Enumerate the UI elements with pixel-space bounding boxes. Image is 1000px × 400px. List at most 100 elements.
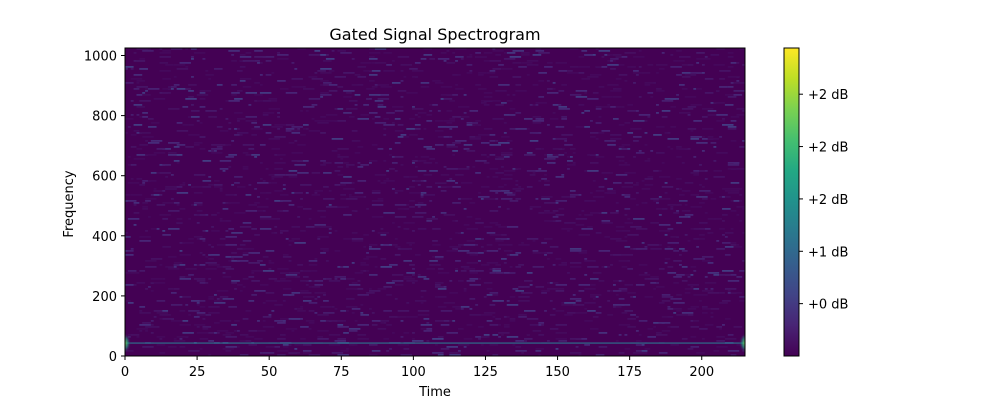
heatmap-cell: [213, 300, 223, 302]
heatmap-cell: [420, 194, 424, 196]
heatmap-cell: [308, 302, 318, 304]
heatmap-cell: [601, 56, 605, 58]
heatmap-cell: [621, 312, 628, 314]
heatmap-cell: [314, 72, 318, 74]
heatmap-cell: [354, 94, 361, 96]
heatmap-cell: [690, 306, 700, 308]
heatmap-cell: [251, 128, 263, 130]
heatmap-cell: [670, 54, 674, 56]
heatmap-cell: [282, 254, 289, 256]
heatmap-cell: [208, 306, 220, 308]
heatmap-cell: [173, 338, 177, 340]
heatmap-cell: [191, 104, 194, 106]
heatmap-cell: [526, 60, 539, 62]
heatmap-cell: [452, 306, 464, 308]
heatmap-cell: [532, 250, 539, 252]
heatmap-cell: [127, 250, 134, 252]
heatmap-cell: [486, 156, 490, 158]
colorbar-tick-label: +2 dB: [808, 88, 848, 103]
heatmap-cell: [156, 204, 166, 206]
heatmap-cell: [199, 122, 203, 124]
heatmap-cell: [529, 284, 533, 286]
heatmap-cell: [239, 78, 252, 80]
heatmap-cell: [147, 126, 157, 128]
heatmap-cell: [133, 158, 146, 160]
heatmap-cell: [475, 336, 487, 338]
heatmap-cell: [615, 88, 622, 90]
heatmap-cell: [555, 258, 562, 260]
heatmap-cell: [211, 152, 223, 154]
heatmap-cell: [406, 92, 418, 94]
heatmap-cell: [701, 128, 714, 130]
heatmap-cell: [578, 104, 585, 106]
heatmap-cell: [265, 60, 272, 62]
heatmap-cell: [311, 118, 315, 120]
heatmap-cell: [658, 176, 671, 178]
heatmap-cell: [311, 78, 324, 80]
heatmap-cell: [532, 120, 545, 122]
heatmap-cell: [610, 254, 613, 256]
heatmap-cell: [575, 224, 585, 226]
heatmap-cell: [346, 164, 355, 166]
heatmap-cell: [254, 126, 260, 128]
heatmap-cell: [265, 198, 269, 200]
heatmap-cell: [412, 282, 415, 284]
heatmap-cell: [526, 74, 530, 76]
heatmap-cell: [457, 344, 470, 346]
heatmap-cell: [607, 188, 613, 190]
heatmap-cell: [320, 116, 326, 118]
heatmap-cell: [153, 316, 157, 318]
heatmap-cell: [357, 162, 361, 164]
heatmap-cell: [518, 66, 527, 68]
heatmap-cell: [455, 48, 467, 50]
heatmap-cell: [248, 184, 252, 186]
heatmap-cell: [331, 138, 344, 140]
heatmap-cell: [337, 324, 344, 326]
heatmap-cell: [208, 312, 220, 314]
heatmap-cell: [641, 242, 645, 244]
heatmap-cell: [452, 142, 461, 144]
heatmap-cell: [587, 76, 599, 78]
heatmap-cell: [638, 96, 642, 98]
heatmap-cell: [546, 156, 559, 158]
heatmap-cell: [480, 246, 484, 248]
heatmap-cell: [236, 186, 246, 188]
heatmap-cell: [426, 186, 433, 188]
heatmap-cell: [696, 62, 700, 64]
heatmap-cell: [136, 178, 143, 180]
heatmap-cell: [544, 212, 556, 214]
heatmap-cell: [383, 70, 395, 72]
heatmap-cell: [538, 180, 542, 182]
heatmap-cell: [733, 200, 740, 202]
heatmap-cell: [168, 210, 180, 212]
heatmap-cell: [156, 300, 166, 302]
heatmap-cell: [681, 338, 688, 340]
heatmap-cell: [569, 248, 582, 250]
heatmap-cell: [257, 206, 269, 208]
heatmap-cell: [435, 144, 444, 146]
heatmap-cell: [475, 120, 481, 122]
heatmap-cell: [426, 218, 438, 220]
heatmap-cell: [377, 98, 390, 100]
heatmap-cell: [598, 186, 605, 188]
heatmap-cell: [650, 96, 654, 98]
heatmap-cell: [584, 110, 590, 112]
heatmap-cell: [354, 192, 364, 194]
heatmap-cell: [538, 322, 545, 324]
heatmap-cell: [127, 302, 134, 304]
heatmap-cell: [383, 212, 395, 214]
heatmap-cell: [368, 52, 381, 54]
heatmap-cell: [136, 106, 146, 108]
heatmap-cell: [478, 196, 490, 198]
heatmap-cell: [656, 112, 659, 114]
heatmap-cell: [716, 340, 725, 342]
heatmap-cell: [480, 314, 493, 316]
heatmap-cell: [730, 292, 743, 294]
heatmap-cell: [216, 298, 220, 300]
heatmap-cell: [159, 56, 171, 58]
heatmap-cell: [483, 296, 487, 298]
tone-layer: [125, 333, 745, 354]
heatmap-cell: [245, 210, 258, 212]
x-tick-label: 50: [261, 365, 278, 380]
heatmap-cell: [610, 60, 613, 62]
